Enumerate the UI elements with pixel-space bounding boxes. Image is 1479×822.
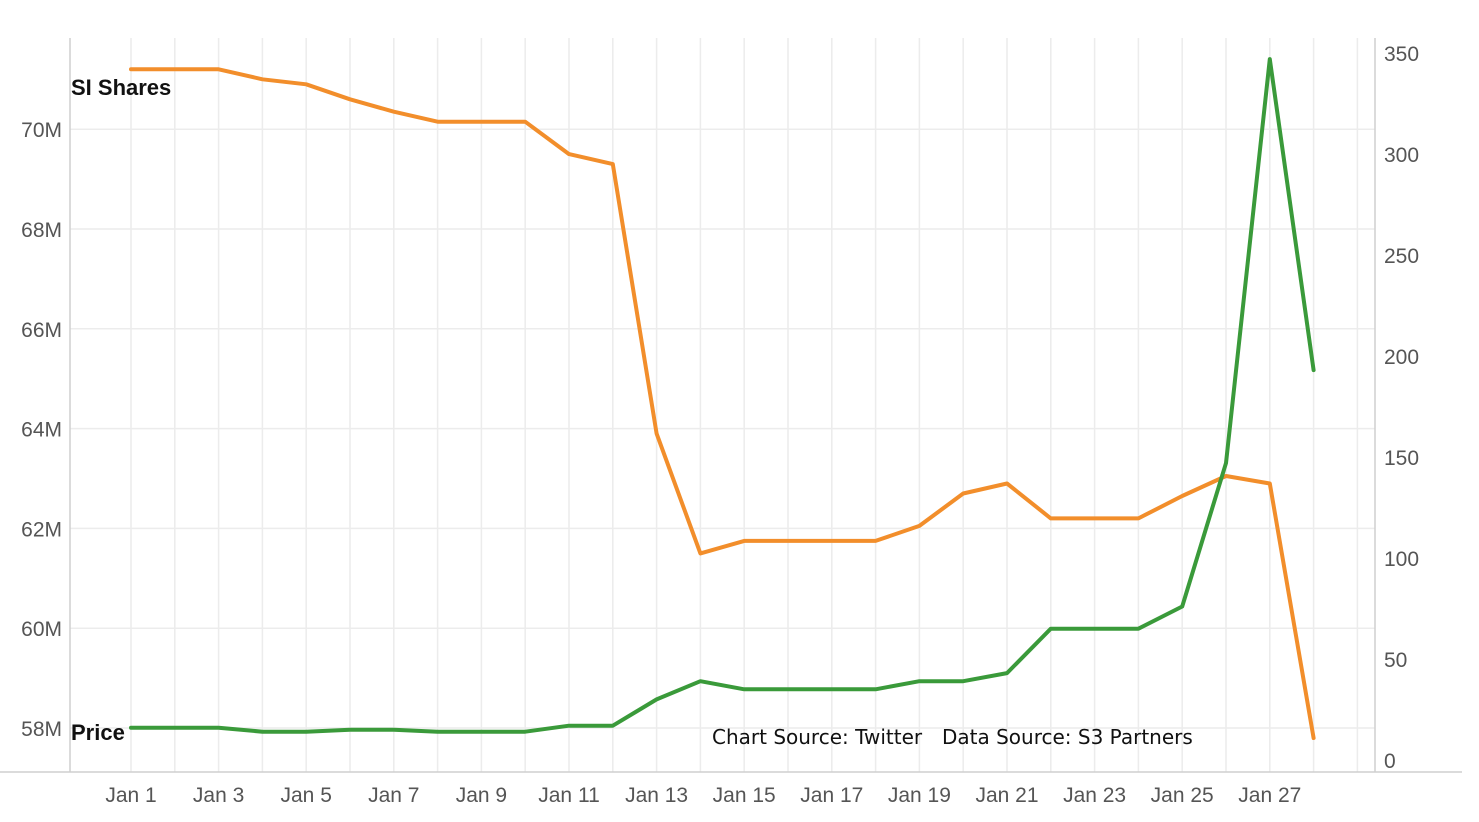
data-source-annotation: Data Source: S3 Partners — [942, 725, 1193, 749]
left-y-tick-label: 66M — [21, 319, 62, 342]
right-y-tick-label: 350 — [1384, 43, 1419, 66]
x-tick-label: Jan 11 — [538, 784, 600, 807]
price-line — [129, 57, 1316, 734]
x-tick-label: Jan 23 — [1063, 784, 1126, 807]
right-y-tick-label: 150 — [1384, 447, 1419, 470]
left-y-tick-label: 58M — [21, 718, 62, 741]
tick-labels: 58M 60M 62M 64M 66M 68M 70M 0 50 100 150 200 250 300 3… — [21, 43, 1419, 807]
x-tick-label: Jan 7 — [368, 784, 419, 807]
left-y-tick-label: 70M — [21, 119, 62, 142]
x-tick-label: Jan 25 — [1151, 784, 1214, 807]
x-tick-label: Jan 27 — [1238, 784, 1301, 807]
x-tick-label: Jan 9 — [456, 784, 507, 807]
left-y-tick-label: 64M — [21, 419, 62, 442]
x-tick-label: Jan 19 — [888, 784, 951, 807]
x-tick-label: Jan 13 — [625, 784, 688, 807]
x-tick-label: Jan 17 — [800, 784, 863, 807]
x-tick-label: Jan 21 — [975, 784, 1038, 807]
left-y-tick-label: 62M — [21, 518, 62, 541]
right-y-tick-label: 200 — [1384, 346, 1419, 369]
si-shares-label: SI Shares — [71, 75, 171, 100]
right-y-tick-label: 50 — [1384, 649, 1407, 672]
x-tick-label: Jan 5 — [281, 784, 332, 807]
chart-source-annotation: Chart Source: Twitter — [712, 725, 923, 749]
x-tick-label: Jan 1 — [105, 784, 156, 807]
series-lines — [129, 57, 1316, 740]
right-y-tick-label: 250 — [1384, 245, 1419, 268]
gridlines — [70, 38, 1375, 772]
right-y-tick-label: 0 — [1384, 750, 1396, 773]
si-shares-line — [129, 67, 1316, 740]
price-label: Price — [71, 720, 125, 745]
x-tick-label: Jan 15 — [713, 784, 776, 807]
left-y-tick-label: 68M — [21, 219, 62, 242]
right-y-tick-label: 100 — [1384, 548, 1419, 571]
left-y-tick-label: 60M — [21, 618, 62, 641]
right-y-tick-label: 300 — [1384, 144, 1419, 167]
x-tick-label: Jan 3 — [193, 784, 244, 807]
